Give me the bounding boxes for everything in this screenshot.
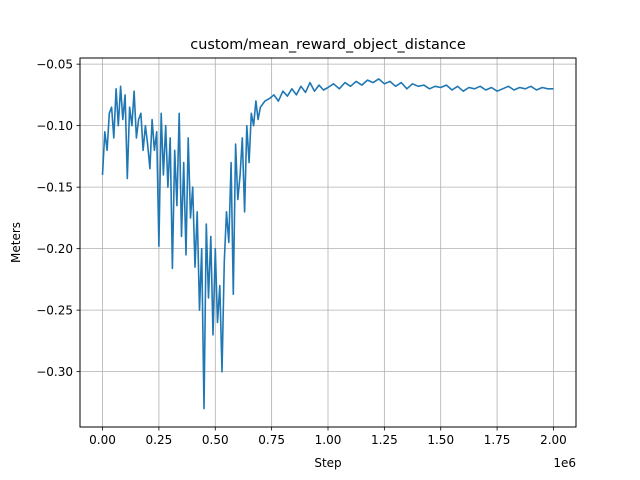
y-tick-label: −0.30 bbox=[36, 365, 73, 379]
chart-title: custom/mean_reward_object_distance bbox=[190, 37, 466, 53]
y-tick-label: −0.25 bbox=[36, 304, 73, 318]
y-tick-label: −0.10 bbox=[36, 119, 73, 133]
x-tick-label: 1.75 bbox=[484, 433, 511, 447]
y-tick-label: −0.15 bbox=[36, 181, 73, 195]
y-axis: −0.30 −0.25 −0.20 −0.15 −0.10 −0.05 bbox=[36, 58, 80, 379]
x-tick-label: 1.50 bbox=[427, 433, 454, 447]
x-axis-offset-label: 1e6 bbox=[553, 456, 576, 470]
x-tick-label: 1.00 bbox=[315, 433, 342, 447]
x-tick-label: 0.00 bbox=[89, 433, 116, 447]
grid bbox=[80, 58, 576, 427]
x-tick-label: 0.75 bbox=[258, 433, 285, 447]
x-tick-label: 2.00 bbox=[540, 433, 567, 447]
x-axis: 0.00 0.25 0.50 0.75 1.00 1.25 1.50 1.75 2.00 bbox=[89, 427, 567, 447]
x-tick-label: 0.25 bbox=[146, 433, 173, 447]
y-tick-label: −0.05 bbox=[36, 58, 73, 72]
series-layer bbox=[101, 78, 554, 410]
x-tick-label: 0.50 bbox=[202, 433, 229, 447]
x-axis-label: Step bbox=[314, 456, 341, 470]
series-line bbox=[101, 78, 554, 410]
x-tick-label: 1.25 bbox=[371, 433, 398, 447]
y-axis-label: Meters bbox=[9, 222, 23, 263]
y-tick-label: −0.20 bbox=[36, 242, 73, 256]
